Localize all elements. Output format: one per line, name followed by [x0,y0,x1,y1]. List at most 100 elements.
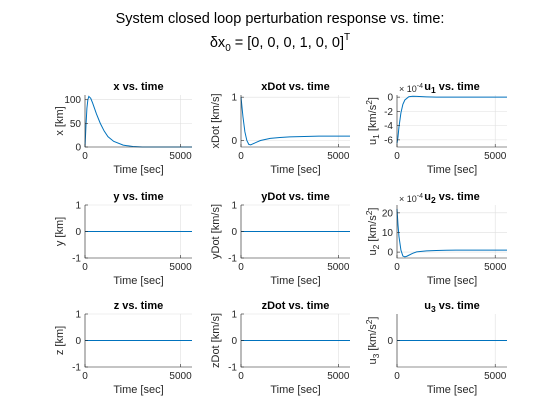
subtitle-sup: T [344,32,350,43]
axes-title-sub: 3 [431,304,436,314]
axes-frame [240,95,350,148]
x-axis-label: Time [sec] [113,384,163,396]
y-tick-label: -2 [384,107,393,118]
y-tick-label: 0 [231,136,237,147]
x-tick-label: 5000 [327,151,350,162]
x-tick-label: 5000 [484,371,507,382]
axes-title: xDot vs. time [261,81,329,93]
subtitle-sub: 0 [225,43,231,54]
x-tick-label: 5000 [327,371,350,382]
exponent-power: -4 [417,193,423,200]
x-tick-label: 0 [82,151,88,162]
subtitle-prefix: δx [210,35,226,51]
y-tick-label: -6 [384,135,393,146]
figure-title: System closed loop perturbation response… [116,11,445,27]
y-label-sub: 3 [371,353,381,358]
x-axis-label: Time [sec] [270,164,320,176]
x-axis-label: Time [sec] [113,164,163,176]
axes-frame [84,95,192,148]
y-tick-label: 1 [231,310,237,321]
axes-title: u3 vs. time [424,300,480,314]
y-label-end: ] [367,317,379,320]
y-axis-label: y [km] [54,217,66,246]
x-tick-label: 0 [82,262,88,273]
x-axis-label: Time [sec] [270,384,320,396]
y-tick-label: 20 [382,208,394,219]
axes-title-rest: vs. time [436,191,480,203]
y-tick-label: 0 [75,336,81,347]
y-tick-label: 0 [75,143,81,154]
axes-title-text: u [424,191,431,203]
y-tick-label: 1 [75,201,81,212]
axes-title: z vs. time [114,300,164,312]
y-tick-label: 1 [231,93,237,104]
y-tick-label: 1 [231,201,237,212]
x-axis-label: Time [sec] [113,275,163,287]
axes-title-rest: vs. time [436,300,480,312]
subplot-1: 0 5000 0 50 100 x vs. time Time [sec] x [km] [54,81,192,176]
x-tick-label: 0 [238,262,244,273]
y-axis-label: u2 [km/s2] [364,208,381,256]
axes-title: zDot vs. time [262,300,330,312]
axes-frame [396,95,507,148]
y-label-text: u [367,249,379,255]
exponent-base: × 10 [399,84,417,94]
subplot-2: 0 5000 0 1 xDot vs. time Time [sec] xDot [km/s… [210,81,350,176]
y-label-sub: 2 [371,244,381,249]
y-tick-label: -1 [228,254,237,265]
x-tick-label: 5000 [484,151,507,162]
y-axis-label: xDot [km/s] [210,93,222,148]
y-label-text: u [367,358,379,364]
y-tick-label: 0 [387,336,393,347]
y-label-rest: [km/s [367,324,379,354]
y-label-rest: [km/s [367,215,379,245]
figure-subtitle: δx0 = [0, 0, 0, 1, 0, 0]T [210,32,350,54]
x-tick-label: 5000 [327,262,350,273]
axes-title: y vs. time [113,191,163,203]
y-tick-label: -1 [72,254,81,265]
y-axis-label: z [km] [54,326,66,355]
series-line [396,208,507,258]
y-tick-label: 0 [387,248,393,259]
x-axis-label: Time [sec] [427,384,477,396]
axes-title: u1 vs. time [424,81,480,95]
axis-exponent: × 10-4 [399,193,423,204]
series-line [396,95,507,144]
axes-title: u2 vs. time [424,191,480,205]
series-line [240,97,350,146]
y-axis-label: x [km] [54,106,66,135]
x-tick-label: 0 [82,371,88,382]
x-tick-label: 5000 [169,262,192,273]
y-tick-label: -4 [384,121,393,132]
axes-title-text: u [424,81,431,93]
x-tick-label: 5000 [484,262,507,273]
series-line [84,95,192,148]
y-label-sup: 2 [364,210,374,215]
x-tick-label: 0 [238,151,244,162]
x-axis-label: Time [sec] [427,164,477,176]
axes-title-sub: 2 [431,195,436,205]
x-axis-label: Time [sec] [270,275,320,287]
axes-title: x vs. time [113,81,163,93]
x-tick-label: 0 [238,371,244,382]
exponent-base: × 10 [399,194,417,204]
axes-title: yDot vs. time [261,191,329,203]
x-tick-label: 0 [394,262,400,273]
y-axis-label: yDot [km/s] [210,204,222,259]
y-label-rest: [km/s [367,104,379,134]
y-tick-label: -1 [72,363,81,374]
y-tick-label: 0 [387,93,393,104]
y-tick-label: 0 [231,227,237,238]
y-tick-label: 0 [75,227,81,238]
x-axis-label: Time [sec] [427,275,477,287]
axes-title-sub: 1 [431,85,436,95]
x-tick-label: 5000 [169,151,192,162]
y-label-end: ] [367,208,379,211]
y-axis-label: u1 [km/s2] [364,97,381,145]
